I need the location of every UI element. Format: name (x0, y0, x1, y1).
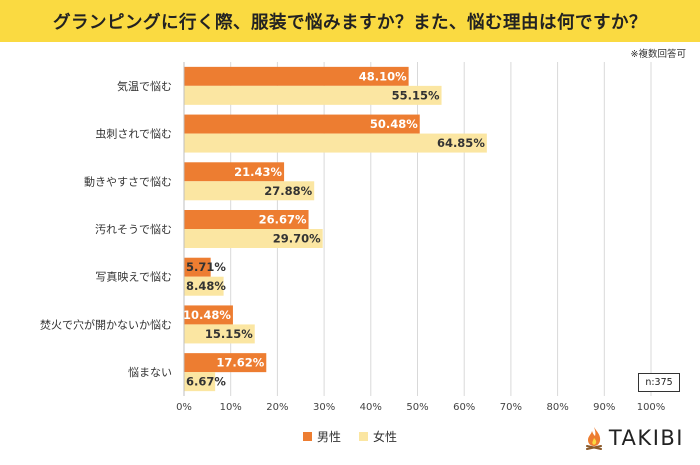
bar-female (184, 372, 216, 392)
x-tick-label: 60% (453, 402, 475, 413)
data-label-female: 64.85% (437, 136, 485, 150)
category-label: 写真映えで悩む (95, 270, 172, 284)
legend: 男性 女性 (0, 428, 700, 445)
data-label-male: 50.48% (370, 117, 418, 131)
bar-male (184, 66, 409, 86)
data-label-female: 27.88% (264, 184, 312, 198)
category-label: 悩まない (128, 365, 172, 379)
data-label-female: 8.48% (186, 279, 226, 293)
brand-name: TAKIBI (608, 426, 684, 450)
x-tick-label: 80% (546, 402, 568, 413)
bar-female (184, 229, 323, 248)
x-tick-label: 10% (220, 402, 242, 413)
x-tick-label: 40% (360, 402, 382, 413)
data-label-male: 21.43% (234, 165, 282, 179)
bar-male (184, 114, 420, 134)
category-label: 気温で悩む (117, 79, 172, 93)
bar-female (184, 181, 315, 201)
legend-swatch-male (302, 432, 312, 441)
flame-icon (585, 427, 602, 450)
category-label: 焚火で穴が開かないか悩む (40, 317, 172, 331)
x-tick-label: 30% (313, 402, 335, 413)
data-label-female: 29.70% (273, 232, 321, 246)
x-tick-label: 20% (266, 402, 288, 413)
data-label-male: 17.62% (216, 356, 264, 370)
data-label-female: 6.67% (186, 375, 226, 389)
bar-female (184, 276, 224, 296)
data-label-female: 55.15% (392, 88, 440, 102)
category-label: 虫刺されで悩む (95, 127, 172, 141)
x-tick-label: 50% (406, 402, 428, 413)
category-label: 汚れそうで悩む (95, 222, 172, 236)
brand-logo: TAKIBI (584, 426, 684, 450)
data-label-male: 26.67% (259, 213, 307, 227)
legend-label-female: 女性 (373, 430, 398, 444)
bar-male (184, 353, 267, 373)
legend-item-male: 男性 (302, 428, 341, 445)
sample-size-box: n:375 (638, 373, 680, 392)
legend-item-female: 女性 (359, 428, 397, 445)
data-label-male: 10.48% (183, 308, 231, 322)
bar-male (184, 210, 309, 229)
title-bar: グランピングに行く際、服装で悩みますか？また、悩む理由は何ですか？ (0, 0, 700, 42)
bar-female (184, 133, 487, 153)
x-tick-label: 0% (176, 402, 192, 413)
bar-male (184, 162, 285, 182)
bar-female (184, 85, 442, 105)
chart-title: グランピングに行く際、服装で悩みますか？また、悩む理由は何ですか？ (53, 12, 647, 33)
x-tick-label: 70% (500, 402, 522, 413)
bar-male (184, 305, 233, 325)
x-tick-label: 90% (593, 402, 615, 413)
bar-male (184, 257, 211, 277)
x-tick-label: 100% (637, 402, 666, 413)
legend-swatch-female (359, 432, 368, 441)
bar-female (184, 324, 255, 344)
legend-label-male: 男性 (316, 430, 341, 444)
category-label: 動きやすさで悩む (84, 174, 172, 188)
data-label-male: 48.10% (359, 69, 407, 83)
data-label-male: 5.71% (186, 260, 226, 274)
data-label-female: 15.15% (205, 327, 253, 341)
multiple-answer-note: ※複数回答可 (630, 49, 686, 60)
